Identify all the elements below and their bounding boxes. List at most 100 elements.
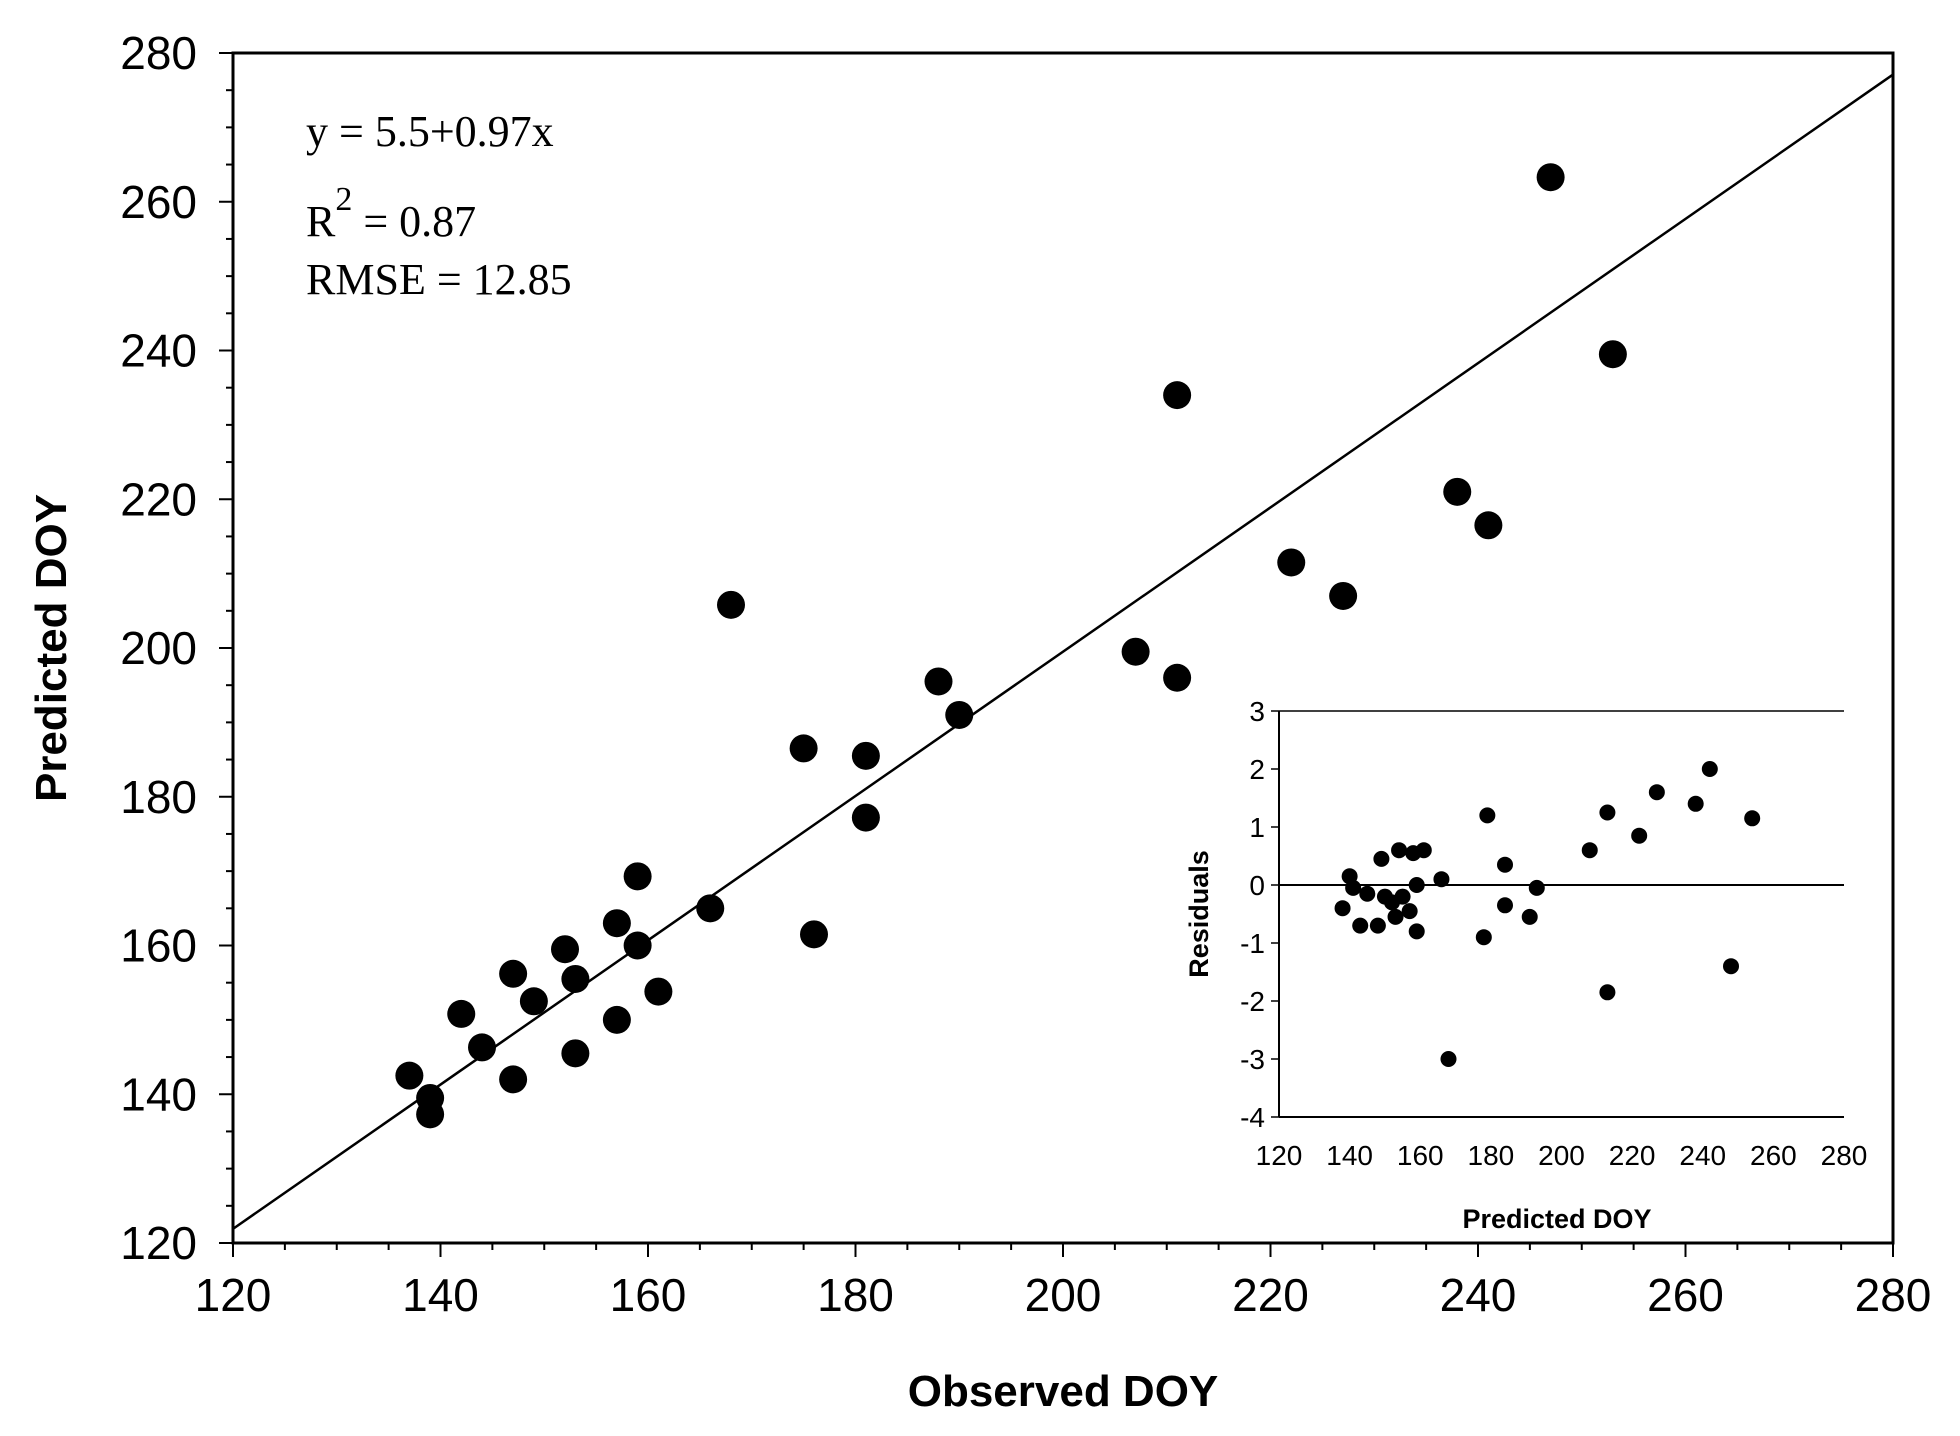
- inset-data-point: [1401, 903, 1418, 920]
- main-x-tick-label: 120: [195, 1269, 272, 1321]
- inset-data-point: [1408, 923, 1425, 940]
- main-x-tick-label: 200: [1025, 1269, 1102, 1321]
- main-data-point: [499, 959, 528, 988]
- inset-data-point: [1744, 810, 1761, 827]
- inset-x-tick-label: 280: [1821, 1140, 1868, 1171]
- inset-y-tick-label: 1: [1249, 812, 1265, 843]
- inset-data-point: [1391, 842, 1408, 859]
- main-data-point: [1474, 511, 1503, 540]
- main-y-tick-label: 180: [120, 771, 197, 823]
- main-data-point: [644, 977, 673, 1006]
- inset-data-point: [1521, 908, 1538, 925]
- main-data-point: [447, 999, 476, 1028]
- main-data-point: [945, 700, 974, 729]
- main-data-point: [416, 1100, 445, 1129]
- main-data-point: [1329, 581, 1358, 610]
- inset-y-tick-label: 0: [1249, 870, 1265, 901]
- inset-data-point: [1369, 917, 1386, 934]
- inset-x-tick-label: 120: [1256, 1140, 1303, 1171]
- main-data-point: [924, 667, 953, 696]
- r-squared-annotation: R2 = 0.87: [306, 181, 476, 246]
- main-data-point: [1277, 548, 1306, 577]
- main-data-point: [519, 987, 548, 1016]
- inset-data-point: [1394, 888, 1411, 905]
- inset-data-point: [1497, 856, 1513, 873]
- inset-data-points: [1334, 761, 1761, 1067]
- main-data-point: [623, 931, 652, 960]
- inset-data-point: [1479, 807, 1496, 824]
- inset-y-tick-label: 2: [1249, 754, 1265, 785]
- main-data-point: [468, 1033, 496, 1062]
- main-y-tick-label: 160: [120, 920, 197, 972]
- inset-data-point: [1373, 850, 1390, 867]
- main-y-tick-label: 280: [120, 27, 197, 79]
- main-x-tick-label: 160: [610, 1269, 687, 1321]
- main-x-tick-label: 140: [402, 1269, 479, 1321]
- main-y-tick-label: 200: [120, 622, 197, 674]
- inset-data-point: [1440, 1051, 1457, 1067]
- main-data-point: [851, 803, 880, 832]
- main-ticks: 120 140 160 180 200 220 240 260 2801201401601802…: [120, 27, 1931, 1321]
- inset-data-point: [1433, 871, 1450, 888]
- inset-data-point: [1648, 784, 1665, 801]
- inset-data-point: [1359, 885, 1376, 902]
- main-data-points: [395, 163, 1627, 1129]
- main-x-tick-label: 220: [1232, 1269, 1309, 1321]
- inset-y-tick-label: -1: [1240, 928, 1265, 959]
- main-data-point: [1598, 340, 1627, 369]
- inset-data-point: [1599, 804, 1616, 821]
- main-data-point: [800, 920, 828, 949]
- inset-x-tick-label: 240: [1679, 1140, 1726, 1171]
- main-x-axis-title: Observed DOY: [908, 1367, 1219, 1416]
- main-x-tick-label: 180: [817, 1269, 894, 1321]
- main-y-tick-label: 260: [120, 176, 197, 228]
- main-data-point: [1536, 163, 1565, 192]
- inset-x-tick-label: 140: [1326, 1140, 1373, 1171]
- inset-x-tick-label: 200: [1538, 1140, 1585, 1171]
- inset-data-point: [1387, 908, 1404, 925]
- inset-data-point: [1599, 984, 1616, 1001]
- inset-data-point: [1345, 879, 1362, 896]
- inset-y-axis-title: Residuals: [1184, 850, 1214, 978]
- main-plot: 120 140 160 180 200 220 240 260 2801201401601802…: [27, 27, 1931, 1416]
- main-data-point: [696, 894, 725, 923]
- inset-data-point: [1581, 842, 1598, 859]
- inset-ticks: -4 -3 -2 -1 0 1 2 3 120 140 160 180 200 220 240 260 280: [1240, 696, 1867, 1171]
- inset-x-tick-label: 260: [1750, 1140, 1797, 1171]
- main-data-point: [623, 862, 652, 891]
- inset-data-point: [1334, 900, 1351, 917]
- inset-data-point: [1497, 897, 1513, 914]
- main-data-point: [789, 734, 818, 763]
- main-data-point: [717, 590, 745, 619]
- inset-x-tick-label: 220: [1609, 1140, 1656, 1171]
- equation-annotation: y = 5.5+0.97x: [306, 107, 554, 156]
- regression-line: [232, 73, 1894, 1230]
- main-data-point: [851, 741, 880, 770]
- inset-x-tick-label: 160: [1397, 1140, 1444, 1171]
- inset-x-tick-label: 180: [1468, 1140, 1515, 1171]
- main-y-tick-label: 120: [120, 1217, 197, 1269]
- rmse-annotation: RMSE = 12.85: [306, 255, 572, 304]
- main-data-point: [1443, 477, 1472, 506]
- inset-data-point: [1475, 929, 1492, 946]
- inset-data-point: [1352, 917, 1369, 934]
- main-data-point: [551, 935, 579, 964]
- inset-data-point: [1723, 958, 1739, 975]
- main-data-point: [499, 1065, 528, 1094]
- main-x-tick-label: 260: [1647, 1269, 1724, 1321]
- main-data-point: [602, 1005, 631, 1034]
- inset-data-point: [1408, 877, 1425, 893]
- main-x-tick-label: 280: [1855, 1269, 1932, 1321]
- main-y-tick-label: 240: [120, 325, 197, 377]
- main-y-tick-label: 220: [120, 473, 197, 525]
- main-data-point: [561, 964, 590, 993]
- inset-x-axis-title: Predicted DOY: [1462, 1204, 1651, 1234]
- main-data-point: [395, 1061, 424, 1090]
- inset-plot-background: [1279, 711, 1844, 1117]
- main-data-point: [1163, 663, 1192, 692]
- main-y-axis-title: Predicted DOY: [27, 494, 76, 802]
- inset-data-point: [1528, 879, 1545, 896]
- inset-data-point: [1415, 842, 1432, 859]
- main-regression-line-group: [232, 73, 1894, 1230]
